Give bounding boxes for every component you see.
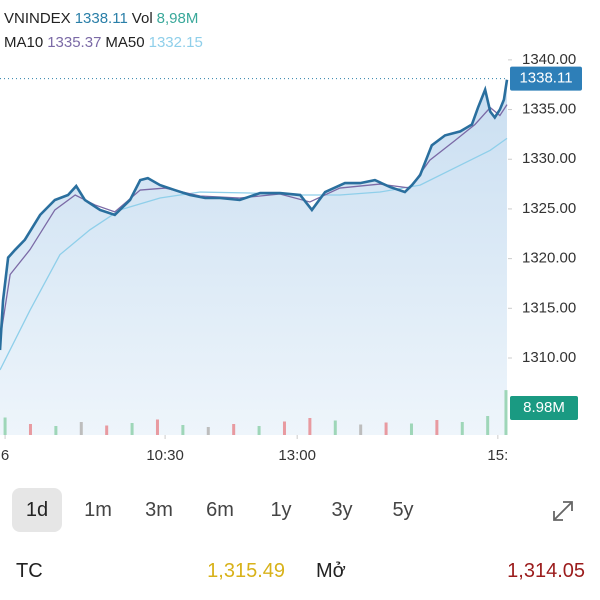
legend-value: 1332.15 xyxy=(148,34,203,51)
volume-bar xyxy=(435,420,439,435)
legend-name: VNINDEX xyxy=(4,10,71,27)
range-tab[interactable]: 1m xyxy=(84,499,112,521)
stat-label: Mở xyxy=(316,560,346,582)
volume-bar xyxy=(181,425,185,435)
chart: 1310.00 1315.00 1320.00 1325.00 1330.00 1335.… xyxy=(0,51,582,464)
stat-label: TC xyxy=(16,560,43,582)
series-line xyxy=(0,137,508,371)
y-tick-label: 1340.00 xyxy=(522,51,576,68)
volume-bar xyxy=(460,422,464,435)
expand-icon[interactable] xyxy=(548,496,578,526)
range-tab[interactable]: 1d xyxy=(12,488,62,532)
volume-bar xyxy=(54,426,58,435)
volume-bar xyxy=(232,424,236,435)
x-tick-label: 10:30 xyxy=(146,447,184,464)
legend-value: 8,98M xyxy=(156,10,199,27)
stat-value: 1,315.49 xyxy=(207,560,285,582)
volume-bar xyxy=(130,423,134,435)
y-tick-label: 1330.00 xyxy=(522,150,576,167)
range-tab[interactable]: 5y xyxy=(392,499,414,521)
volume-bar xyxy=(3,417,7,435)
price-tag-bg xyxy=(510,66,582,91)
price-area xyxy=(0,79,507,436)
legend-name: MA10 xyxy=(4,34,44,51)
price-tag: 1338.11 xyxy=(519,70,572,87)
volume-bar xyxy=(257,426,261,435)
volume-bar xyxy=(28,424,32,435)
range-tab[interactable]: 1y xyxy=(270,499,292,521)
legend-value: 1335.37 xyxy=(47,34,102,51)
legend-row: VNINDEX 1338.11 Vol 8,98M xyxy=(4,10,202,27)
volume-bar xyxy=(409,423,413,435)
volume-bar xyxy=(384,422,388,435)
volume-tag: 8.98M xyxy=(523,399,565,416)
y-tick-label: 1325.00 xyxy=(522,200,576,217)
volume-bar xyxy=(206,427,210,435)
volume-tag-bg xyxy=(510,396,578,420)
x-tick-label: 6 xyxy=(1,447,9,464)
x-tick-label: 15: xyxy=(487,447,508,464)
volume-bar xyxy=(79,422,83,435)
x-tick-label: 13:00 xyxy=(278,447,316,464)
volume-bar xyxy=(333,420,337,435)
volume-bar xyxy=(105,425,109,435)
range-tab[interactable]: 3m xyxy=(145,499,173,521)
series-line xyxy=(0,79,509,351)
y-tick-label: 1315.00 xyxy=(522,299,576,316)
volume-bar xyxy=(359,424,363,435)
range-tab[interactable]: 6m xyxy=(206,499,234,521)
y-tick-label: 1320.00 xyxy=(522,250,576,267)
legend-name: Vol xyxy=(131,10,153,27)
legend-name: MA50 xyxy=(105,34,145,51)
volume-bar xyxy=(155,419,159,435)
range-tabs: 1d 1m 3m 6m 1y 3y 5y xyxy=(12,488,592,532)
volume-bar xyxy=(486,416,490,435)
y-tick-label: 1310.00 xyxy=(522,349,576,366)
volume-bar xyxy=(504,390,508,435)
y-tick-label: 1335.00 xyxy=(522,101,576,118)
volume-bar xyxy=(282,421,286,435)
legend-row: MA10 1335.37 MA50 1332.15 xyxy=(4,34,207,51)
range-tab[interactable]: 3y xyxy=(331,499,353,521)
stat-value: 1,314.05 xyxy=(507,560,585,582)
stats-row: TC 1,315.49 Mở 1,314.05 xyxy=(0,552,600,592)
series-line xyxy=(0,104,508,341)
volume-bar xyxy=(308,418,312,435)
legend-value: 1338.11 xyxy=(74,10,128,27)
